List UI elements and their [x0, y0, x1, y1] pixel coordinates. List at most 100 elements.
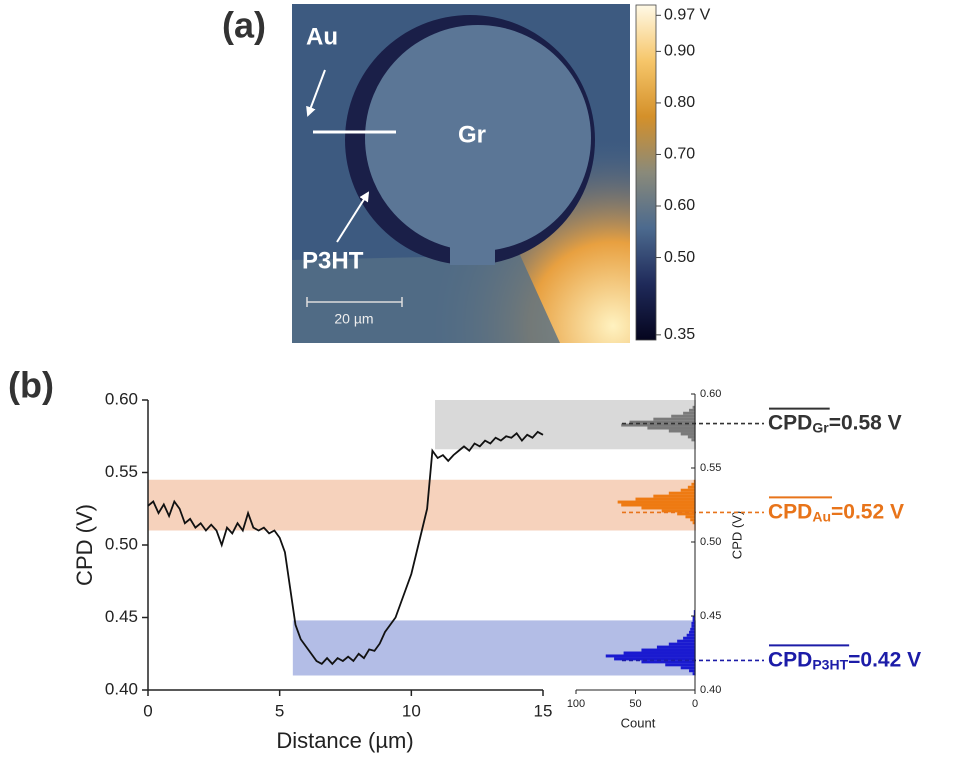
y-tick-label: 0.50: [700, 536, 721, 548]
histogram-bar: [692, 521, 695, 525]
histogram-bar: [691, 438, 695, 442]
colorbar-tick-label: 0.97 V: [664, 7, 711, 24]
colorbar-tick-label: 0.50: [664, 249, 695, 266]
colorbar-scale: [635, 4, 657, 341]
y-tick-label: 0.45: [105, 607, 138, 626]
histogram-bar: [693, 613, 695, 616]
histogram-bar: [656, 645, 695, 649]
mean-label: CPDAu=0.52 V: [768, 500, 904, 524]
histogram-bar: [692, 616, 695, 619]
colorbar-tick-label: 0.70: [664, 146, 695, 163]
histogram-bar: [668, 642, 695, 646]
x-tick-label: 10: [402, 701, 421, 720]
histogram-bar: [680, 666, 695, 670]
colorbar-tick-label: 0.80: [664, 94, 695, 111]
histogram-bar: [686, 633, 695, 637]
histogram-bar: [687, 435, 695, 439]
mean-label: CPDP3HT=0.42 V: [768, 648, 921, 672]
histogram-bar: [641, 660, 695, 664]
histogram-bar: [691, 621, 695, 625]
histogram-bar: [689, 408, 695, 412]
label-value: =0.42 V: [848, 648, 921, 671]
histogram-bar: [692, 672, 695, 676]
histogram-bar: [653, 417, 695, 421]
histogram-bar: [683, 411, 695, 415]
band: [148, 479, 696, 531]
data-line: [147, 430, 544, 666]
y-tick-label: 0.55: [105, 462, 138, 481]
histogram-bar: [690, 627, 695, 631]
band: [292, 620, 696, 676]
histogram-bar: [689, 630, 695, 634]
label-value: =0.58 V: [829, 411, 902, 434]
image-label: Gr: [458, 121, 486, 148]
histogram-bar: [641, 648, 695, 652]
x-tick-label: 0: [692, 698, 698, 710]
x-tick-label: 15: [534, 701, 553, 720]
y-tick-label: 0.40: [700, 684, 721, 696]
x-axis-title: Distance (µm): [276, 728, 413, 753]
histogram-bar: [671, 414, 695, 418]
histogram-bar: [621, 503, 695, 507]
y-tick-label: 0.50: [105, 534, 138, 553]
panel-label: (b): [8, 365, 54, 406]
image-region: [292, 255, 560, 343]
y-tick-label: 0.40: [105, 679, 138, 698]
y-tick-label: 0.60: [700, 388, 721, 400]
arrow: [336, 191, 370, 243]
histogram-bar: [685, 515, 695, 519]
x-tick-label: 100: [567, 698, 585, 710]
histogram-bar: [691, 624, 695, 628]
scale-bar-label: 20 µm: [334, 311, 373, 327]
histogram-bar: [623, 651, 695, 655]
histogram-bar: [641, 506, 695, 510]
kpfm-image: 20 µm Au Gr P3HT: [292, 4, 630, 343]
panel-label: (a): [222, 5, 266, 46]
label-main: CPD: [768, 411, 812, 434]
y-axis-title: CPD (V): [72, 504, 97, 586]
image-label: Au: [306, 23, 338, 50]
histogram-bar: [605, 654, 695, 658]
histogram-bar: [687, 485, 695, 489]
histogram-bar: [614, 657, 695, 661]
histogram-bar: [661, 509, 695, 513]
histogram-bar: [653, 494, 695, 498]
histogram-bar: [680, 488, 695, 492]
colorbar: 0.97 V 0.90 0.80 0.70 0.60 0.50 0.35: [635, 4, 711, 343]
histogram-bar: [690, 518, 695, 522]
histogram-bar: [692, 618, 695, 622]
histogram-bar: [692, 405, 695, 409]
image-gap: [450, 235, 495, 265]
image-flake: [365, 25, 591, 251]
colorbar-tick-label: 0.35: [664, 326, 695, 343]
histogram-bar: [668, 491, 695, 495]
histogram-bar: [680, 432, 695, 436]
histogram-bar: [693, 479, 695, 483]
line-chart: Distance (µm) CPD (V) 0.40 0.45 0.50 0.55 0.…: [72, 389, 696, 753]
colorbar-tick-label: 0.90: [664, 43, 695, 60]
histogram-bar: [689, 669, 695, 673]
arrow: [306, 69, 326, 117]
label-main: CPD: [768, 500, 812, 523]
mean-label: CPDGr=0.58 V: [768, 411, 902, 435]
label-subscript: P3HT: [812, 656, 848, 672]
y-axis-title: CPD (V): [729, 511, 744, 559]
y-tick-label: 0.60: [105, 389, 138, 408]
y-tick-label: 0.55: [700, 462, 721, 474]
histogram-bar: [647, 426, 695, 430]
histogram-bar: [677, 512, 695, 516]
label-subscript: Au: [812, 508, 831, 524]
colorbar-tick-label: 0.60: [664, 197, 695, 214]
histogram-bar: [693, 610, 695, 614]
histogram-bar: [677, 639, 695, 643]
x-axis-title: Count: [621, 715, 656, 730]
histogram-bar: [691, 482, 695, 486]
histogram-bar: [629, 420, 695, 424]
x-tick-label: 50: [629, 698, 641, 710]
histogram-bar: [635, 497, 695, 501]
y-tick-label: 0.45: [700, 610, 721, 622]
label-main: CPD: [768, 648, 812, 671]
x-tick-label: 0: [143, 701, 152, 720]
